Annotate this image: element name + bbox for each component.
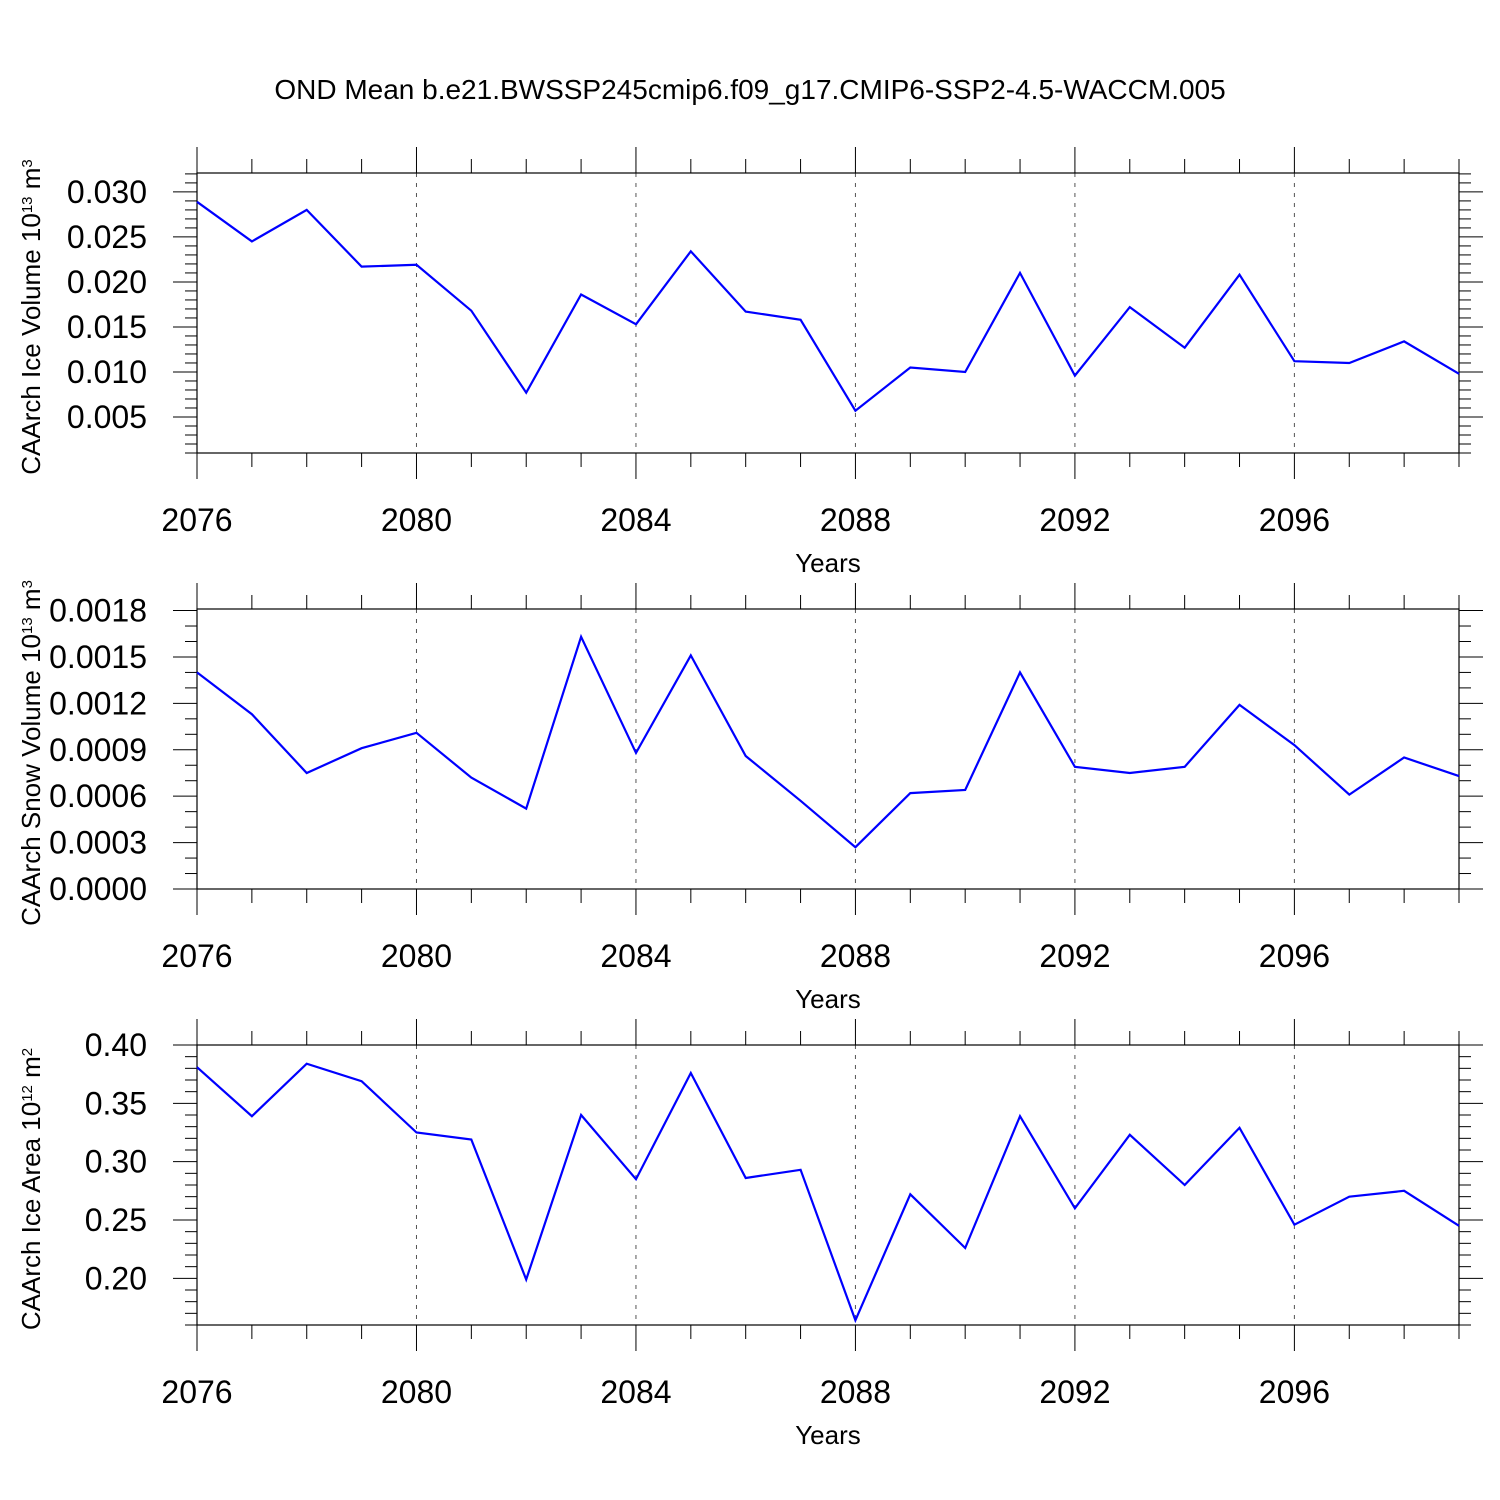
x-tick-label: 2080 [381,1374,452,1410]
x-tick-label: 2084 [600,1374,671,1410]
y-axis-label: CAArch Ice Volume 1013 m3 [16,159,46,475]
y-tick-label: 0.015 [67,309,147,345]
x-axis-label: Years [795,548,861,578]
y-label-text: CAArch Snow Volume 10 [16,634,46,926]
y-label-text: m [16,1056,46,1085]
y-tick-label: 0.20 [85,1260,147,1296]
y-label-text: m [16,168,46,197]
y-tick-label: 0.0012 [49,685,147,721]
y-tick-label: 0.010 [67,354,147,390]
y-tick-label: 0.030 [67,174,147,210]
x-tick-label: 2092 [1039,502,1110,538]
x-tick-label: 2076 [161,502,232,538]
y-tick-label: 0.0003 [49,825,147,861]
y-tick-label: 0.005 [67,399,147,435]
y-label-text: CAArch Ice Area 10 [16,1102,46,1330]
y-label-text: CAArch Ice Volume 10 [16,213,46,475]
panel-1: 0.005 0.010 0.015 0.020 0.025 0.030 2076 2080 20… [16,147,1483,578]
panel-2: 0.0000 0.0003 0.0006 0.0009 0.0012 0.0015 0.00… [16,580,1483,1014]
x-tick-label: 2076 [161,938,232,974]
x-tick-label: 2092 [1039,938,1110,974]
x-tick-label: 2084 [600,938,671,974]
x-tick-label: 2096 [1259,502,1330,538]
x-tick-label: 2092 [1039,1374,1110,1410]
x-tick-label: 2080 [381,938,452,974]
y-axis-label: CAArch Snow Volume 1013 m3 [16,580,46,926]
y-tick-label: 0.0015 [49,639,147,675]
plot-frame [196,1044,1460,1326]
figure-title: OND Mean b.e21.BWSSP245cmip6.f09_g17.CMI… [274,74,1225,105]
x-tick-label: 2076 [161,1374,232,1410]
y-tick-label: 0.40 [85,1027,147,1063]
y-label-superscript: 13 [19,617,36,634]
y-label-superscript: 3 [19,159,36,167]
y-tick-label: 0.0018 [49,593,147,629]
x-tick-label: 2096 [1259,1374,1330,1410]
x-tick-label: 2084 [600,502,671,538]
y-label-superscript: 12 [19,1085,36,1102]
x-axis-label: Years [795,984,861,1014]
series-line-caarch-snow-volume [196,633,1460,849]
x-tick-label: 2088 [820,1374,891,1410]
y-label-superscript: 2 [19,1048,36,1056]
x-tick-label: 2080 [381,502,452,538]
x-tick-label: 2088 [820,502,891,538]
y-tick-label: 0.025 [67,219,147,255]
y-label-superscript: 13 [19,196,36,213]
plot-frame [196,172,1460,454]
y-tick-label: 0.35 [85,1085,147,1121]
x-tick-label: 2096 [1259,938,1330,974]
y-tick-label: 0.30 [85,1144,147,1180]
y-tick-label: 0.25 [85,1202,147,1238]
series-line-caarch-ice-area [196,1062,1460,1324]
panel-3: 0.20 0.25 0.30 0.35 0.40 2076 2080 2084 2088 2092… [16,1019,1483,1450]
y-axis-label: CAArch Ice Area 1012 m2 [16,1048,46,1330]
y-label-superscript: 3 [19,580,36,588]
x-axis-label: Years [795,1420,861,1450]
plot-frame [196,608,1460,890]
y-tick-label: 0.0009 [49,732,147,768]
x-tick-label: 2088 [820,938,891,974]
y-tick-label: 0.0000 [49,871,147,907]
y-label-text: m [16,588,46,617]
y-tick-label: 0.0006 [49,778,147,814]
series-line-caarch-ice-volume [196,200,1460,413]
y-tick-label: 0.020 [67,264,147,300]
